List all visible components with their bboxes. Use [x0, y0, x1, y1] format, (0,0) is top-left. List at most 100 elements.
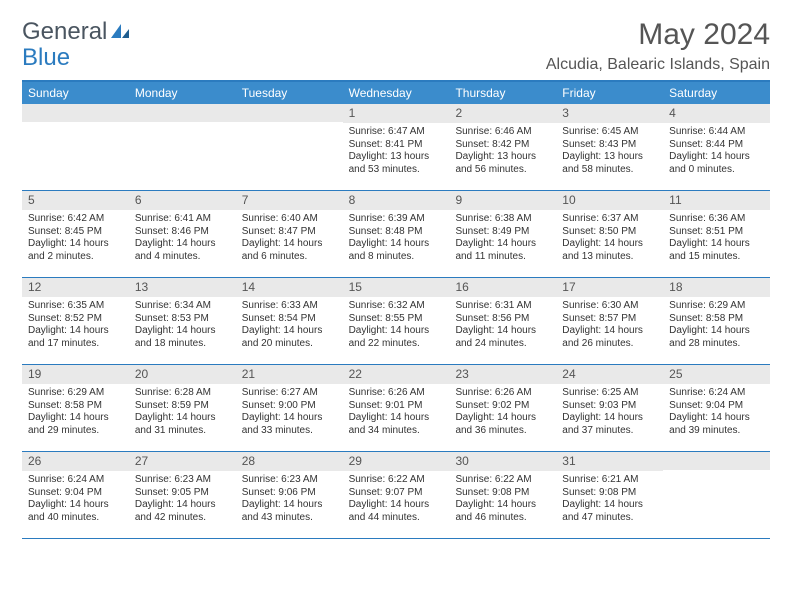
detail-line: Sunset: 8:54 PM [242, 313, 337, 326]
detail-line: Sunset: 8:50 PM [562, 226, 657, 239]
detail-line: and 26 minutes. [562, 338, 657, 351]
day-number: 8 [343, 191, 450, 210]
calendar-cell: 3Sunrise: 6:45 AMSunset: 8:43 PMDaylight… [556, 104, 663, 190]
detail-line: and 43 minutes. [242, 512, 337, 525]
day-number: 6 [129, 191, 236, 210]
day-number: 29 [343, 452, 450, 471]
day-number: 3 [556, 104, 663, 123]
day-number: 24 [556, 365, 663, 384]
calendar-cell: 6Sunrise: 6:41 AMSunset: 8:46 PMDaylight… [129, 191, 236, 277]
detail-line: Sunrise: 6:33 AM [242, 300, 337, 313]
logo-text-2: Blue [22, 44, 70, 72]
detail-line: Sunrise: 6:40 AM [242, 213, 337, 226]
calendar-cell: 19Sunrise: 6:29 AMSunset: 8:58 PMDayligh… [22, 365, 129, 451]
calendar-cell: 26Sunrise: 6:24 AMSunset: 9:04 PMDayligh… [22, 452, 129, 538]
day-number: 12 [22, 278, 129, 297]
calendar-week: 12 Sunrise: 6:35 AMSunset: 8:52 PM Dayligh… [22, 278, 770, 365]
detail-line: Sunrise: 6:35 AM [28, 300, 123, 313]
day-number: 7 [236, 191, 343, 210]
detail-line: Sunset: 9:04 PM [28, 487, 123, 500]
detail-line: Sunset: 8:46 PM [135, 226, 230, 239]
detail-line: and 17 minutes. [28, 338, 123, 351]
detail-line: and 56 minutes. [455, 164, 550, 177]
detail-line: Daylight: 14 hours [455, 238, 550, 251]
day-number: 18 [663, 278, 770, 297]
detail-line: Daylight: 14 hours [669, 238, 764, 251]
detail-line: and 22 minutes. [349, 338, 444, 351]
logo-text-1: General [22, 18, 107, 46]
day-number: 22 [343, 365, 450, 384]
detail-line: Sunrise: 6:23 AM [135, 474, 230, 487]
detail-line: and 13 minutes. [562, 251, 657, 264]
calendar-cell: 22 Sunrise: 6:26 AMSunset: 9:01 PMDayligh… [343, 365, 450, 451]
calendar-cell: 9Sunrise: 6:38 AMSunset: 8:49 PMDaylight… [449, 191, 556, 277]
day-number: 1 [343, 104, 450, 123]
calendar-week: 19Sunrise: 6:29 AMSunset: 8:58 PMDayligh… [22, 365, 770, 452]
calendar-cell: 30Sunrise: 6:22 AMSunset: 9:08 PMDayligh… [449, 452, 556, 538]
detail-line: Sunset: 8:53 PM [135, 313, 230, 326]
detail-line: Sunrise: 6:24 AM [28, 474, 123, 487]
day-details: Sunrise: 6:41 AMSunset: 8:46 PMDaylight:… [129, 210, 236, 268]
detail-line: and 6 minutes. [242, 251, 337, 264]
detail-line: Sunset: 8:48 PM [349, 226, 444, 239]
detail-line: Sunrise: 6:45 AM [562, 126, 657, 139]
detail-line: Sunrise: 6:34 AM [135, 300, 230, 313]
detail-line: and 44 minutes. [349, 512, 444, 525]
day-number: 10 [556, 191, 663, 210]
detail-line: and 29 minutes. [28, 425, 123, 438]
detail-line: and 11 minutes. [455, 251, 550, 264]
detail-line: and 58 minutes. [562, 164, 657, 177]
day-number: 23 [449, 365, 556, 384]
day-details: Sunrise: 6:29 AMSunset: 8:58 PMDaylight:… [663, 297, 770, 355]
title-block: May 2024 Alcudia, Balearic Islands, Spai… [546, 18, 770, 74]
detail-line: Daylight: 14 hours [455, 412, 550, 425]
detail-line: and 36 minutes. [455, 425, 550, 438]
sail-icon [109, 22, 131, 42]
detail-line: Sunset: 9:08 PM [455, 487, 550, 500]
detail-line: Sunset: 8:45 PM [28, 226, 123, 239]
calendar-cell: 21Sunrise: 6:27 AMSunset: 9:00 PMDayligh… [236, 365, 343, 451]
detail-line: Daylight: 14 hours [349, 238, 444, 251]
detail-line: Sunrise: 6:25 AM [562, 387, 657, 400]
calendar-week: 26Sunrise: 6:24 AMSunset: 9:04 PMDayligh… [22, 452, 770, 539]
detail-line: Sunrise: 6:37 AM [562, 213, 657, 226]
day-number: 16 [449, 278, 556, 297]
day-number: 9 [449, 191, 556, 210]
calendar-cell: 11Sunrise: 6:36 AMSunset: 8:51 PMDayligh… [663, 191, 770, 277]
day-number: 28 [236, 452, 343, 471]
detail-line: Sunrise: 6:28 AM [135, 387, 230, 400]
day-details: Sunrise: 6:37 AMSunset: 8:50 PMDaylight:… [556, 210, 663, 268]
day-details: Sunrise: 6:22 AMSunset: 9:07 PMDaylight:… [343, 471, 450, 529]
detail-line: Daylight: 14 hours [242, 412, 337, 425]
calendar-cell: 16Sunrise: 6:31 AMSunset: 8:56 PMDayligh… [449, 278, 556, 364]
day-details: Sunrise: 6:26 AMSunset: 9:02 PMDaylight:… [449, 384, 556, 442]
day-number: 30 [449, 452, 556, 471]
detail-line: and 8 minutes. [349, 251, 444, 264]
detail-line: Sunset: 8:42 PM [455, 139, 550, 152]
calendar-cell: 25Sunrise: 6:24 AMSunset: 9:04 PMDayligh… [663, 365, 770, 451]
detail-line: Daylight: 14 hours [562, 325, 657, 338]
detail-line: Sunset: 9:06 PM [242, 487, 337, 500]
detail-line: Sunset: 8:52 PM [28, 313, 123, 326]
calendar-cell: 28Sunrise: 6:23 AMSunset: 9:06 PMDayligh… [236, 452, 343, 538]
detail-line: Sunset: 8:44 PM [669, 139, 764, 152]
day-details: Sunrise: 6:30 AMSunset: 8:57 PMDaylight:… [556, 297, 663, 355]
detail-line: Sunrise: 6:36 AM [669, 213, 764, 226]
detail-line: Sunrise: 6:47 AM [349, 126, 444, 139]
detail-line: Sunrise: 6:46 AM [455, 126, 550, 139]
calendar-cell: 4Sunrise: 6:44 AMSunset: 8:44 PMDaylight… [663, 104, 770, 190]
day-number: 2 [449, 104, 556, 123]
weekday-header: Sunday Monday Tuesday Wednesday Thursday… [22, 82, 770, 104]
detail-line: Sunrise: 6:29 AM [669, 300, 764, 313]
detail-line: Sunset: 8:57 PM [562, 313, 657, 326]
detail-line: Sunset: 9:01 PM [349, 400, 444, 413]
calendar-cell: 24Sunrise: 6:25 AMSunset: 9:03 PMDayligh… [556, 365, 663, 451]
day-number [663, 452, 770, 470]
detail-line: Daylight: 14 hours [349, 412, 444, 425]
detail-line: Sunset: 8:47 PM [242, 226, 337, 239]
detail-line: Sunrise: 6:26 AM [349, 387, 444, 400]
detail-line: Sunset: 8:51 PM [669, 226, 764, 239]
weekday-label: Monday [129, 82, 236, 104]
day-details: Sunrise: 6:42 AMSunset: 8:45 PMDaylight:… [22, 210, 129, 268]
detail-line: Sunrise: 6:44 AM [669, 126, 764, 139]
